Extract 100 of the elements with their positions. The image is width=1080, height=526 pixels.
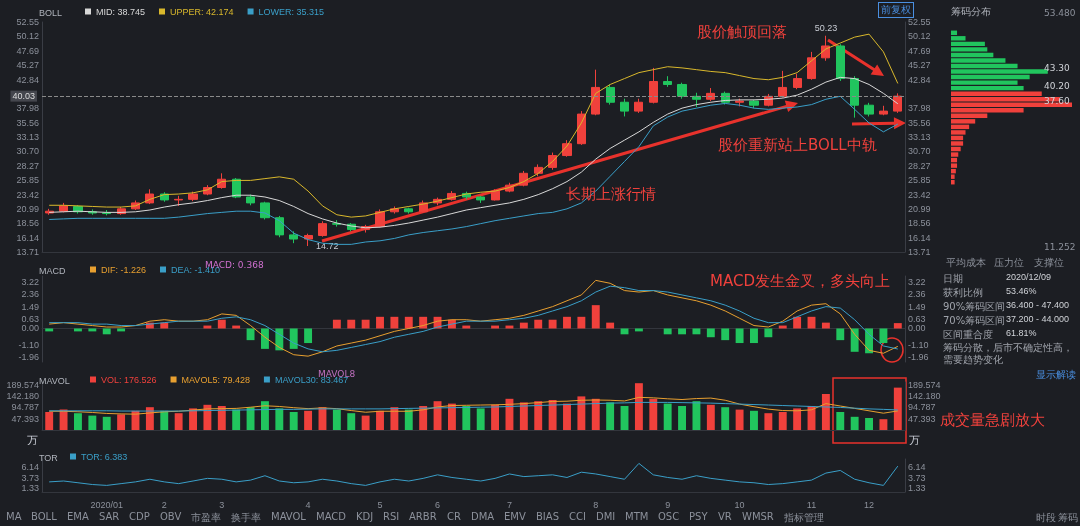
text: 成交量急剧放大	[940, 411, 1045, 430]
annotation: MACD发生金叉，多头向上	[710, 272, 890, 291]
y-tick-label: 94.787	[11, 402, 39, 413]
text: 37.200 - 44.000	[1006, 314, 1070, 324]
y-tick-label: 42.84	[16, 74, 39, 85]
text: EMA	[67, 511, 89, 522]
y-tick-label: 2.36	[21, 289, 39, 300]
annotation: 37.60	[1044, 96, 1070, 106]
text: 时段	[1036, 511, 1056, 525]
text: RSI	[383, 511, 400, 522]
x-tick-label: 9	[665, 499, 671, 510]
y-tick-label: 28.27	[16, 160, 39, 171]
text: 70%筹码区间	[943, 314, 1006, 328]
annotation: 股价重新站上BOLL中轨	[718, 136, 877, 155]
x-tick-label: 8	[593, 499, 599, 510]
text: WMSR	[742, 511, 774, 522]
text: 11.252	[1044, 242, 1076, 252]
y-tick-label: 35.56	[16, 117, 39, 128]
text: CDP	[129, 511, 150, 522]
text: 换手率	[231, 511, 261, 525]
y-tick-label: 6.14	[21, 462, 39, 473]
annotation: 50.23	[814, 23, 838, 34]
y2-tick-label: 142.180	[908, 390, 941, 401]
y2-tick-label: 45.27	[908, 60, 931, 71]
y2-tick-label: 52.55	[908, 17, 931, 27]
text: MACD	[316, 511, 346, 522]
legend-label: MAVOL5: 79.428	[181, 374, 250, 385]
y2-tick-label: 47.393	[908, 413, 936, 424]
text: 前复权	[878, 2, 914, 18]
y2-tick-label: 94.787	[908, 402, 936, 413]
y2-tick-label: 189.574	[908, 379, 941, 390]
y-tick-label: 47.69	[16, 45, 39, 56]
y2-tick-label: 25.85	[908, 175, 931, 186]
text: 市盈率	[191, 511, 221, 525]
text: ARBR	[409, 511, 437, 522]
text: MTM	[625, 511, 649, 522]
annotation: 43.30	[1044, 63, 1070, 73]
text: 2020/12/09	[1006, 272, 1052, 282]
y2-tick-label: 3.73	[908, 472, 926, 483]
y2-tick-label: 30.70	[908, 146, 931, 157]
y2-tick-label: 16.14	[908, 232, 931, 243]
y-tick-label: 18.56	[16, 218, 39, 229]
y-tick-label: 189.574	[6, 379, 39, 390]
annotation: 长期上涨行情	[566, 185, 656, 204]
text: 压力位	[994, 256, 1024, 270]
text: DMI	[596, 511, 616, 522]
text: 指标管理	[784, 511, 824, 525]
y2-tick-label: -1.96	[908, 352, 929, 363]
y2-tick-label: 47.69	[908, 45, 931, 56]
y2-tick-label: 20.99	[908, 203, 931, 214]
y2-tick-label: 6.14	[908, 462, 926, 473]
text: SAR	[99, 511, 120, 522]
text: 36.400 - 47.400	[1006, 300, 1070, 310]
x-tick-label: 3	[219, 499, 225, 510]
y-tick-label: 13.71	[16, 247, 39, 257]
text: OSC	[658, 511, 680, 522]
ref-line-label: 40.03	[12, 91, 35, 102]
legend-label: LOWER: 35.315	[258, 6, 325, 17]
y-tick-label: 16.14	[16, 232, 39, 243]
chart-title: MACD	[39, 265, 66, 276]
y2-tick-label: 1.49	[908, 301, 926, 312]
y-tick-label: 30.70	[16, 146, 39, 157]
x-tick-label: 4	[305, 499, 311, 510]
y-tick-label: 23.42	[16, 189, 39, 200]
text: 61.81%	[1006, 328, 1037, 338]
text: BOLL	[31, 511, 57, 522]
text: 获利比例	[943, 286, 983, 300]
text: MAVOL	[271, 511, 306, 522]
text: 支撑位	[1034, 256, 1064, 270]
text: 区间重合度	[943, 328, 993, 342]
y-tick-label: 3.22	[21, 276, 39, 287]
text: 90%筹码区间	[943, 300, 1006, 314]
text: 显示解读	[1036, 368, 1076, 382]
y-tick-label: 52.55	[16, 17, 39, 27]
y-tick-label: 47.393	[11, 413, 39, 424]
legend-label: VOL: 176.526	[101, 374, 157, 385]
chart-title: TOR	[39, 452, 59, 463]
annotation: 14.72	[316, 241, 339, 252]
y-tick-label: 50.12	[16, 31, 39, 42]
y-tick-label: 1.33	[21, 483, 39, 494]
x-tick-label: 2020/01	[90, 499, 123, 510]
y-tick-label: 0.00	[21, 323, 39, 334]
y-tick-label: 3.73	[21, 472, 39, 483]
text: PSY	[689, 511, 708, 522]
y2-tick-label: -1.10	[908, 339, 929, 350]
y-tick-label: -1.10	[18, 339, 39, 350]
x-tick-label: 2	[161, 499, 167, 510]
legend-label: UPPER: 42.174	[170, 6, 234, 17]
text: 53.480	[1044, 8, 1076, 18]
text: VR	[718, 511, 732, 522]
annotation: 股价触顶回落	[697, 23, 787, 42]
y2-tick-label: 37.98	[908, 103, 931, 114]
text: OBV	[160, 511, 182, 522]
y-tick-label: 45.27	[16, 60, 39, 71]
y2-tick-label: 50.12	[908, 31, 931, 42]
text: MA	[6, 511, 22, 522]
y2-tick-label: 3.22	[908, 276, 926, 287]
legend-label: TOR: 6.383	[81, 451, 128, 462]
x-tick-label: 12	[864, 499, 875, 510]
y2-tick-label: 42.84	[908, 74, 931, 85]
